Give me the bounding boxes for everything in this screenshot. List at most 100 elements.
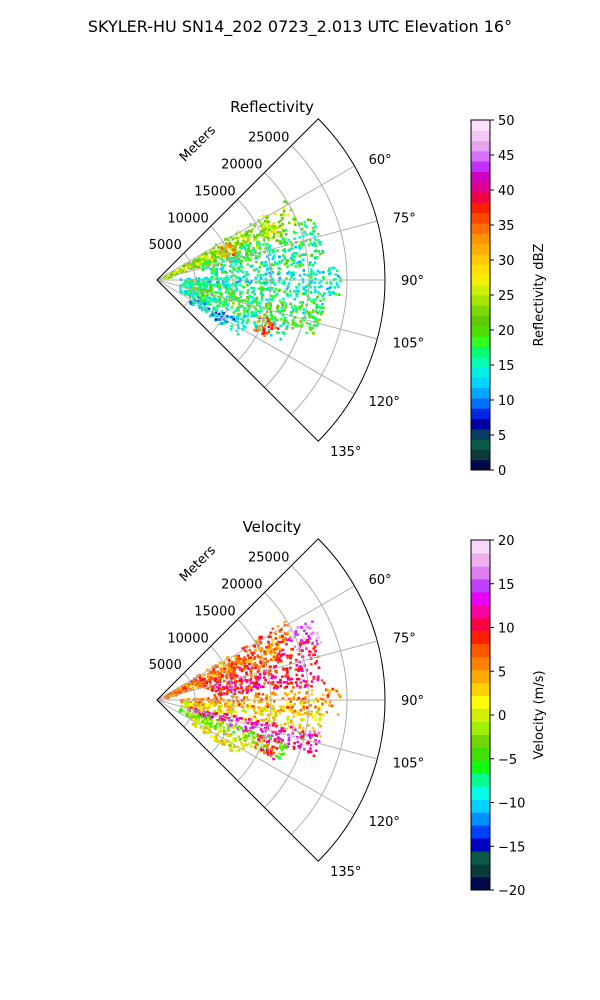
radar-gate bbox=[339, 280, 342, 283]
radar-gate bbox=[320, 285, 323, 288]
radar-gate bbox=[213, 679, 217, 682]
radar-gate bbox=[334, 292, 338, 296]
radar-gate bbox=[282, 280, 286, 283]
radar-gate bbox=[235, 717, 239, 721]
radar-gate bbox=[191, 295, 195, 299]
radar-gate bbox=[233, 666, 236, 670]
radar-gate bbox=[272, 655, 276, 659]
radar-gate bbox=[257, 668, 261, 672]
radar-gate bbox=[216, 709, 220, 712]
radar-gate bbox=[248, 301, 251, 305]
radar-gate bbox=[169, 692, 173, 695]
radar-gate bbox=[184, 700, 187, 704]
radar-gate bbox=[206, 717, 210, 721]
radar-gate bbox=[254, 666, 257, 670]
radar-gate bbox=[182, 686, 186, 690]
radar-gate bbox=[314, 742, 318, 746]
radar-gate bbox=[218, 282, 221, 285]
radar-gate bbox=[229, 724, 232, 727]
radar-gate bbox=[254, 717, 258, 720]
radar-gate bbox=[182, 264, 185, 268]
radar-gate bbox=[289, 314, 293, 317]
radar-gate bbox=[299, 665, 303, 668]
radar-gate bbox=[257, 644, 260, 648]
radar-gate bbox=[176, 270, 180, 273]
radar-gate bbox=[270, 708, 273, 712]
radar-gate bbox=[281, 634, 284, 638]
radar-gate bbox=[306, 626, 310, 629]
radar-gate bbox=[245, 253, 248, 257]
radar-gate bbox=[234, 281, 237, 284]
radar-gate bbox=[263, 281, 266, 284]
radar-gate bbox=[210, 735, 213, 738]
radar-gate bbox=[222, 699, 225, 703]
radar-gate bbox=[221, 729, 224, 732]
radar-gate bbox=[222, 312, 226, 315]
radar-gate bbox=[272, 724, 275, 727]
radar-gate bbox=[228, 710, 231, 714]
radar-gate bbox=[230, 681, 234, 684]
colorbar-swatch bbox=[471, 336, 490, 347]
radar-gate bbox=[206, 715, 210, 719]
radar-gate bbox=[251, 726, 255, 729]
radar-gate bbox=[206, 719, 209, 723]
radar-gate bbox=[301, 292, 305, 296]
radar-gate bbox=[319, 724, 322, 728]
radar-gate bbox=[297, 246, 301, 249]
radar-gate bbox=[299, 743, 303, 747]
radar-gate bbox=[321, 303, 324, 306]
radar-gate bbox=[299, 643, 302, 647]
radar-gate bbox=[247, 734, 251, 737]
radar-gate bbox=[284, 303, 288, 306]
radar-gate bbox=[219, 671, 223, 674]
radar-gate bbox=[218, 299, 222, 303]
radar-gate bbox=[284, 746, 288, 749]
radar-gate bbox=[175, 691, 178, 694]
radar-gate bbox=[260, 296, 264, 299]
radar-gate bbox=[249, 689, 253, 692]
radar-gate bbox=[208, 259, 212, 262]
radar-gate bbox=[230, 690, 234, 694]
radar-gate bbox=[201, 264, 205, 267]
colorbar-tick-label: 5 bbox=[498, 429, 506, 444]
radar-gate bbox=[242, 239, 245, 243]
radar-gate bbox=[276, 306, 279, 310]
radar-gate bbox=[316, 239, 320, 242]
radar-gate bbox=[282, 705, 285, 709]
radar-gate bbox=[292, 230, 296, 234]
radar-gate bbox=[328, 286, 332, 290]
radar-gate bbox=[227, 277, 230, 280]
radar-gate bbox=[276, 331, 279, 334]
radar-gate bbox=[291, 732, 294, 735]
radar-gate bbox=[243, 735, 247, 739]
colorbar-swatch bbox=[471, 825, 490, 839]
radar-gate bbox=[289, 294, 293, 297]
radar-gate bbox=[252, 657, 256, 661]
radar-gate bbox=[275, 747, 279, 750]
radar-gate bbox=[281, 667, 285, 670]
radar-gate bbox=[289, 704, 293, 707]
colorbar-swatch bbox=[471, 397, 490, 409]
radar-gate bbox=[285, 277, 288, 280]
radar-gate bbox=[234, 687, 237, 690]
radar-gate bbox=[204, 723, 207, 727]
radar-gate bbox=[314, 662, 317, 665]
radar-gate bbox=[240, 717, 243, 720]
radar-gate bbox=[262, 749, 266, 752]
colorbar-tick-label: 30 bbox=[498, 254, 515, 269]
radar-gate bbox=[248, 648, 252, 652]
radar-gate bbox=[237, 661, 241, 665]
radar-gate bbox=[321, 251, 325, 254]
radar-gate bbox=[218, 252, 222, 256]
radar-gate bbox=[222, 270, 226, 274]
radar-gate bbox=[256, 301, 260, 305]
radar-gate bbox=[243, 729, 247, 732]
radar-gate bbox=[262, 214, 265, 218]
radar-gate bbox=[293, 702, 296, 706]
radar-gate bbox=[258, 280, 261, 284]
radar-gate bbox=[236, 719, 239, 722]
radar-gate bbox=[240, 727, 243, 730]
radar-gate bbox=[267, 267, 271, 270]
radar-gate bbox=[279, 324, 282, 328]
colorbar-swatch bbox=[471, 377, 490, 389]
